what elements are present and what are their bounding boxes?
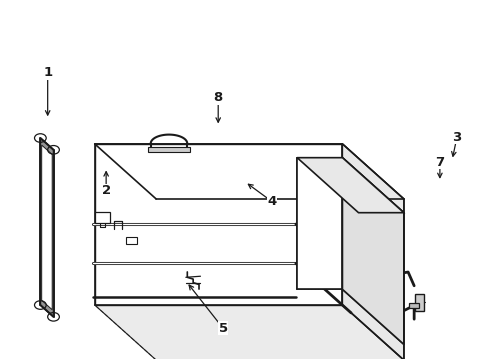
Bar xyxy=(125,237,137,244)
Polygon shape xyxy=(297,158,404,213)
Text: 5: 5 xyxy=(219,322,228,335)
Polygon shape xyxy=(40,138,53,317)
Text: 1: 1 xyxy=(43,66,52,79)
Text: 7: 7 xyxy=(435,156,444,168)
Bar xyxy=(415,293,424,311)
Text: 6: 6 xyxy=(306,209,316,222)
Polygon shape xyxy=(42,145,52,310)
Polygon shape xyxy=(343,144,404,360)
Text: 4: 4 xyxy=(267,195,276,208)
Polygon shape xyxy=(95,144,404,199)
Polygon shape xyxy=(95,305,404,360)
Text: 3: 3 xyxy=(452,131,462,144)
Polygon shape xyxy=(297,158,343,289)
Text: 8: 8 xyxy=(214,91,223,104)
Bar xyxy=(95,212,110,222)
Bar xyxy=(148,147,190,152)
Text: 2: 2 xyxy=(101,184,111,197)
Bar xyxy=(409,302,419,308)
Polygon shape xyxy=(343,158,404,344)
Polygon shape xyxy=(95,144,343,305)
